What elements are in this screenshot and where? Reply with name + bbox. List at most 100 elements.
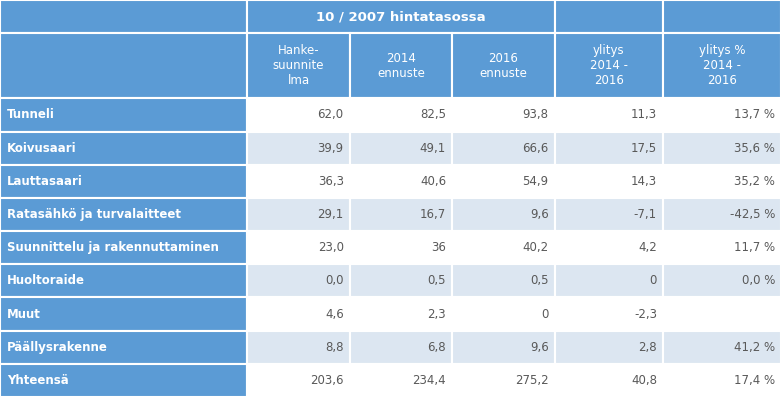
Text: 0,0: 0,0 — [325, 274, 344, 287]
Bar — [555, 33, 663, 98]
Text: Huoltoraide: Huoltoraide — [7, 274, 85, 287]
Text: Tunneli: Tunneli — [7, 108, 55, 121]
Text: 36: 36 — [431, 241, 446, 254]
Bar — [350, 198, 452, 231]
Bar — [555, 98, 663, 131]
Text: 39,9: 39,9 — [318, 142, 344, 155]
Text: Päällysrakenne: Päällysrakenne — [7, 341, 108, 354]
Bar — [0, 0, 248, 33]
Text: 6,8: 6,8 — [427, 341, 446, 354]
Text: 11,7 %: 11,7 % — [734, 241, 775, 254]
Text: -2,3: -2,3 — [634, 308, 657, 320]
Bar — [663, 131, 781, 165]
Bar — [555, 0, 663, 33]
Bar — [452, 264, 555, 297]
Text: 10 / 2007 hintatasossa: 10 / 2007 hintatasossa — [316, 10, 486, 23]
Bar — [350, 231, 452, 264]
Bar — [555, 198, 663, 231]
Text: 17,5: 17,5 — [631, 142, 657, 155]
Text: 62,0: 62,0 — [318, 108, 344, 121]
Text: 40,6: 40,6 — [420, 175, 446, 188]
Text: 2,3: 2,3 — [427, 308, 446, 320]
Bar — [248, 0, 555, 33]
Bar — [350, 331, 452, 364]
Bar — [452, 198, 555, 231]
Text: 35,6 %: 35,6 % — [734, 142, 775, 155]
Bar — [663, 0, 781, 33]
Bar — [0, 264, 248, 297]
Bar — [555, 131, 663, 165]
Text: 275,2: 275,2 — [515, 374, 548, 387]
Bar — [663, 297, 781, 331]
Bar — [0, 33, 248, 98]
Text: 11,3: 11,3 — [631, 108, 657, 121]
Bar — [663, 98, 781, 131]
Bar — [452, 231, 555, 264]
Bar — [248, 364, 350, 397]
Text: -42,5 %: -42,5 % — [729, 208, 775, 221]
Bar — [663, 198, 781, 231]
Bar — [350, 131, 452, 165]
Text: 8,8: 8,8 — [325, 341, 344, 354]
Text: 0,5: 0,5 — [428, 274, 446, 287]
Bar — [452, 297, 555, 331]
Text: 0,0 %: 0,0 % — [742, 274, 775, 287]
Text: 14,3: 14,3 — [631, 175, 657, 188]
Bar — [663, 165, 781, 198]
Text: 40,2: 40,2 — [522, 241, 548, 254]
Bar — [248, 98, 350, 131]
Bar — [350, 165, 452, 198]
Bar — [350, 98, 452, 131]
Bar — [248, 231, 350, 264]
Bar — [663, 264, 781, 297]
Bar — [248, 297, 350, 331]
Text: 0,5: 0,5 — [530, 274, 548, 287]
Bar — [0, 98, 248, 131]
Bar — [663, 364, 781, 397]
Bar — [0, 331, 248, 364]
Bar — [555, 231, 663, 264]
Text: 54,9: 54,9 — [522, 175, 548, 188]
Bar — [663, 33, 781, 98]
Bar — [555, 331, 663, 364]
Text: 0: 0 — [650, 274, 657, 287]
Text: -7,1: -7,1 — [634, 208, 657, 221]
Text: 2014
ennuste: 2014 ennuste — [377, 52, 425, 80]
Text: 36,3: 36,3 — [318, 175, 344, 188]
Bar — [0, 165, 248, 198]
Text: 49,1: 49,1 — [420, 142, 446, 155]
Text: 4,2: 4,2 — [638, 241, 657, 254]
Bar — [0, 231, 248, 264]
Text: Yhteensä: Yhteensä — [7, 374, 69, 387]
Text: 203,6: 203,6 — [310, 374, 344, 387]
Bar — [248, 131, 350, 165]
Text: 16,7: 16,7 — [420, 208, 446, 221]
Bar — [0, 297, 248, 331]
Bar — [452, 364, 555, 397]
Text: 4,6: 4,6 — [325, 308, 344, 320]
Bar — [0, 198, 248, 231]
Text: 17,4 %: 17,4 % — [734, 374, 775, 387]
Bar — [248, 165, 350, 198]
Text: Koivusaari: Koivusaari — [7, 142, 77, 155]
Bar — [452, 33, 555, 98]
Bar — [248, 264, 350, 297]
Text: 9,6: 9,6 — [530, 341, 548, 354]
Bar — [555, 364, 663, 397]
Bar — [452, 165, 555, 198]
Bar — [452, 131, 555, 165]
Bar — [663, 331, 781, 364]
Bar — [350, 297, 452, 331]
Bar — [248, 331, 350, 364]
Text: 234,4: 234,4 — [412, 374, 446, 387]
Bar — [248, 198, 350, 231]
Text: 66,6: 66,6 — [522, 142, 548, 155]
Text: 2,8: 2,8 — [638, 341, 657, 354]
Text: 82,5: 82,5 — [420, 108, 446, 121]
Text: 40,8: 40,8 — [631, 374, 657, 387]
Text: 0: 0 — [541, 308, 548, 320]
Bar — [555, 165, 663, 198]
Text: Lauttasaari: Lauttasaari — [7, 175, 83, 188]
Bar — [452, 98, 555, 131]
Text: 13,7 %: 13,7 % — [734, 108, 775, 121]
